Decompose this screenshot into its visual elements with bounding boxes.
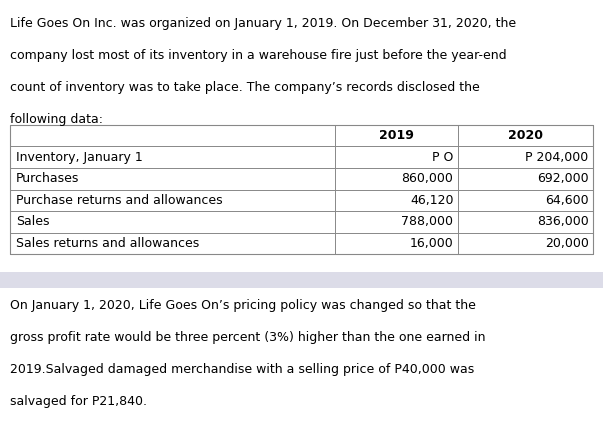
Text: count of inventory was to take place. The company’s records disclosed the: count of inventory was to take place. Th… (10, 81, 479, 94)
Text: salvaged for P21,840.: salvaged for P21,840. (10, 395, 147, 408)
Text: 46,120: 46,120 (410, 194, 453, 207)
Text: 788,000: 788,000 (402, 215, 453, 228)
Text: P 204,000: P 204,000 (525, 151, 589, 164)
Text: 2019.Salvaged damaged merchandise with a selling price of P40,000 was: 2019.Salvaged damaged merchandise with a… (10, 363, 474, 376)
Text: On January 1, 2020, Life Goes On’s pricing policy was changed so that the: On January 1, 2020, Life Goes On’s prici… (10, 299, 476, 312)
Text: 20,000: 20,000 (545, 237, 589, 250)
Text: P O: P O (432, 151, 453, 164)
Text: 2019: 2019 (379, 129, 414, 142)
Text: Inventory, January 1: Inventory, January 1 (16, 151, 142, 164)
Text: 836,000: 836,000 (537, 215, 589, 228)
Text: 860,000: 860,000 (402, 172, 453, 185)
Text: Sales: Sales (16, 215, 49, 228)
Text: 16,000: 16,000 (409, 237, 453, 250)
Text: Purchase returns and allowances: Purchase returns and allowances (16, 194, 223, 207)
Text: Life Goes On Inc. was organized on January 1, 2019. On December 31, 2020, the: Life Goes On Inc. was organized on Janua… (10, 17, 516, 30)
Text: 692,000: 692,000 (537, 172, 589, 185)
Text: 2020: 2020 (508, 129, 543, 142)
Text: company lost most of its inventory in a warehouse fire just before the year-end: company lost most of its inventory in a … (10, 49, 507, 62)
Text: Purchases: Purchases (16, 172, 79, 185)
Text: gross profit rate would be three percent (3%) higher than the one earned in: gross profit rate would be three percent… (10, 331, 485, 344)
Text: Sales returns and allowances: Sales returns and allowances (16, 237, 199, 250)
Text: 64,600: 64,600 (545, 194, 589, 207)
Text: following data:: following data: (10, 113, 103, 126)
